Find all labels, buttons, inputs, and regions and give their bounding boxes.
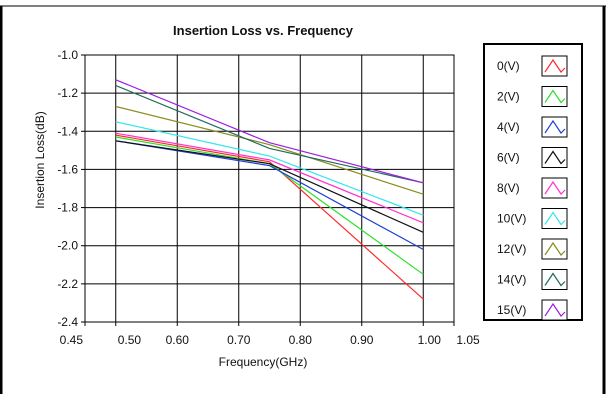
y-axis-label: Insertion Loss(dB) xyxy=(33,111,47,208)
series-line-6v xyxy=(115,140,424,233)
x-tick-label: 0.50 xyxy=(118,333,142,347)
legend-label: 12(V) xyxy=(497,242,526,256)
series-line-14v xyxy=(115,84,424,184)
series-line-12v xyxy=(115,105,424,195)
x-axis-label: Frequency(GHz) xyxy=(219,355,308,369)
series-line-15v xyxy=(115,79,424,184)
legend-label: 14(V) xyxy=(497,273,526,287)
legend-swatch xyxy=(541,269,568,290)
y-tick-label: -1.2 xyxy=(57,86,78,100)
legend-swatch xyxy=(541,208,568,229)
legend-swatch xyxy=(541,116,568,138)
series-line-10v xyxy=(115,121,424,216)
legend-swatch xyxy=(541,55,568,77)
legend-swatch xyxy=(541,299,568,321)
legend-label: 8(V) xyxy=(497,181,520,195)
x-tick-label: 1.05 xyxy=(456,333,480,347)
y-tick-label: -1.6 xyxy=(57,162,78,176)
legend-label: 6(V) xyxy=(497,151,520,165)
y-tick-label: -2.4 xyxy=(57,315,78,329)
y-tick-label: -2.0 xyxy=(57,239,78,253)
series-line-0v xyxy=(115,134,424,300)
plot-area xyxy=(84,54,455,323)
x-tick-label: 1.00 xyxy=(418,333,442,347)
legend-swatch xyxy=(541,86,568,107)
legend-swatch xyxy=(541,177,568,199)
x-tick-label: 0.80 xyxy=(289,333,313,347)
x-tick-label: 0.45 xyxy=(60,333,84,347)
y-tick-label: -1.0 xyxy=(57,48,78,62)
series-line-8v xyxy=(115,132,424,224)
legend-label: 15(V) xyxy=(497,303,526,317)
y-tick-label: -1.4 xyxy=(57,124,78,138)
chart-title: Insertion Loss vs. Frequency xyxy=(173,23,354,38)
legend-label: 10(V) xyxy=(497,212,526,226)
x-tick-label: 0.60 xyxy=(166,333,190,347)
legend-label: 4(V) xyxy=(497,120,520,134)
legend-swatch xyxy=(541,147,568,168)
y-tick-label: -1.8 xyxy=(57,201,78,215)
legend-label: 2(V) xyxy=(497,90,520,104)
x-tick-label: 0.70 xyxy=(227,333,251,347)
x-tick-label: 0.90 xyxy=(350,333,374,347)
legend-label: 0(V) xyxy=(497,59,520,73)
legend-swatch xyxy=(541,238,568,260)
y-tick-label: -2.2 xyxy=(57,277,78,291)
series-line-4v xyxy=(115,140,424,251)
